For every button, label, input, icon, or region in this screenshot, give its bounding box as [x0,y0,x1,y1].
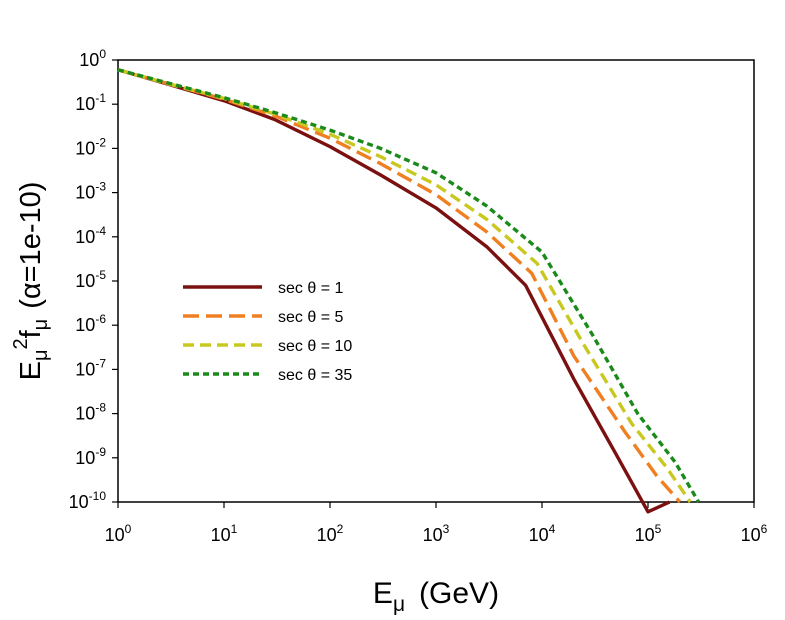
y-tick-label-base: 10 [75,359,95,379]
series-line-3 [117,68,692,503]
y-tick-label-exponent: 0 [99,47,106,61]
x-tick-label: 103 [423,522,450,545]
x-tick-label-exponent: 4 [549,522,556,536]
y-tick-label-base: 10 [75,271,95,291]
y-tick-label: 10-10 [69,489,107,512]
x-tick-label-base: 10 [635,525,655,545]
y-tick-label-exponent: -8 [95,401,106,415]
y-tick-label-base: 10 [75,315,95,335]
y-tick-label: 100 [79,47,106,70]
x-axis-title: Eμ (GeV) [373,577,499,616]
y-tick-label-base: 10 [75,448,95,468]
y-tick-label-base: 10 [75,183,95,203]
y-tick-label-base: 10 [75,138,95,158]
legend-label-4: sec θ = 35 [278,367,352,384]
y-tick-label: 10-8 [75,401,106,424]
legend-label-3: sec θ = 10 [278,338,352,355]
x-axis-title-sub: μ [393,593,405,616]
y-axis-title: Eμ2fμ(α=1e-10) [10,182,52,381]
legend: sec θ = 1 sec θ = 5 sec θ = 10 sec θ = 35 [183,280,352,384]
y-tick-label-exponent: -5 [95,268,106,282]
y-tick-label-base: 10 [75,404,95,424]
series-lines [117,68,701,514]
x-tick-label: 100 [105,522,132,545]
y-tick-label-exponent: -1 [95,91,106,105]
x-tick-label: 102 [317,522,344,545]
x-tick-label: 106 [741,522,768,545]
y-tick-label: 10-9 [75,445,106,468]
y-tick-label-exponent: -3 [95,180,106,194]
y-tick-label: 10-2 [75,135,106,158]
x-tick-label: 101 [211,522,238,545]
plot-frame [117,59,755,503]
y-tick-label-base: 10 [69,492,89,512]
y-tick-label: 10-1 [75,91,106,114]
x-tick-label-exponent: 0 [125,522,132,536]
y-axis-title-f: f [15,329,47,338]
series-line-1 [117,68,671,514]
y-tick-label-exponent: -9 [95,445,106,459]
x-axis-title-base: E [373,577,393,610]
y-axis-title-param: (α=1e-10) [15,182,47,309]
y-tick-label-exponent: -10 [89,489,107,503]
y-tick-label: 10-4 [75,224,106,247]
y-tick-label-base: 10 [75,227,95,247]
y-axis-title-sub2: μ [30,319,52,331]
x-tick-label-base: 10 [423,525,443,545]
x-tick-label-exponent: 2 [337,522,344,536]
axis-ticks: 100 101 102 103 104 105 10610010-110-210-310-4… [69,47,768,545]
x-tick-label: 105 [635,522,662,545]
y-tick-label-exponent: -2 [95,135,106,149]
x-tick-label-exponent: 6 [761,522,768,536]
x-axis-title-unit: (GeV) [419,577,499,610]
y-tick-label: 10-5 [75,268,106,291]
y-tick-label: 10-7 [75,356,106,379]
x-tick-label-base: 10 [211,525,231,545]
x-tick-label-exponent: 3 [443,522,450,536]
y-tick-label-exponent: -4 [95,224,106,238]
x-tick-label-base: 10 [105,525,125,545]
series-line-2 [117,68,682,504]
y-tick-label-base: 10 [79,50,99,70]
y-axis-title-base: E [15,361,47,380]
y-tick-label-exponent: -6 [95,312,106,326]
x-tick-label-exponent: 5 [655,522,662,536]
y-tick-label: 10-6 [75,312,106,335]
x-tick-label: 104 [529,522,556,545]
x-tick-label-base: 10 [317,525,337,545]
y-axis-title-sub1: μ [30,350,52,362]
x-tick-label-base: 10 [529,525,549,545]
legend-label-2: sec θ = 5 [278,309,343,326]
y-tick-label-base: 10 [75,94,95,114]
y-axis-title-sup: 2 [10,338,32,349]
series-line-4 [117,68,701,503]
x-tick-label-base: 10 [741,525,761,545]
y-tick-label: 10-3 [75,180,106,203]
legend-label-1: sec θ = 1 [278,280,343,297]
x-tick-label-exponent: 1 [231,522,238,536]
y-tick-label-exponent: -7 [95,356,106,370]
